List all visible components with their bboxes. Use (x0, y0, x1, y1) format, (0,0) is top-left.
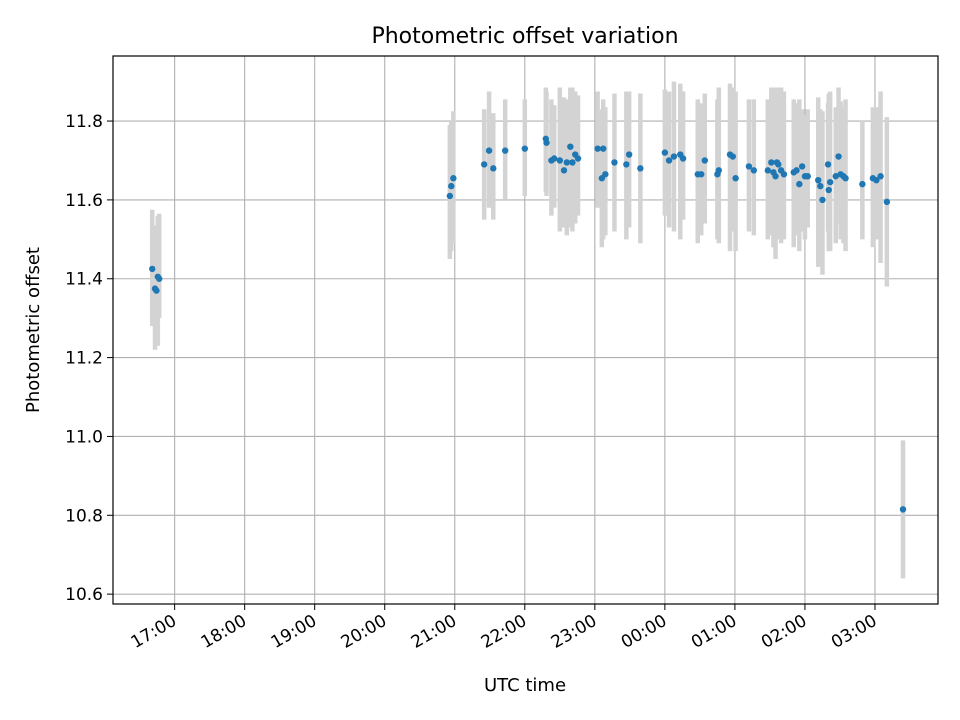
data-points (149, 135, 907, 513)
y-axis-label: Photometric offset (23, 247, 44, 413)
data-point (563, 159, 571, 166)
data-point (815, 176, 822, 184)
y-tick-label: 11.2 (65, 349, 103, 369)
data-point (798, 163, 806, 170)
data-point (764, 167, 772, 174)
data-point (775, 161, 782, 168)
y-tick-label: 10.6 (65, 585, 103, 605)
data-point (480, 161, 488, 168)
plot-frame (112, 55, 939, 605)
data-point (750, 167, 758, 174)
data-point (701, 157, 708, 164)
data-point (446, 192, 454, 200)
data-point (877, 173, 884, 180)
data-point (600, 145, 607, 152)
data-point (729, 153, 737, 160)
chart-title: Photometric offset variation (371, 24, 678, 49)
data-point (819, 196, 826, 204)
data-point (804, 173, 811, 180)
data-point (543, 139, 550, 146)
data-point (153, 287, 160, 294)
data-point (156, 275, 163, 282)
data-point (859, 180, 866, 188)
data-point (149, 265, 156, 273)
data-point (715, 167, 722, 174)
data-point (602, 171, 609, 178)
data-point (501, 147, 509, 154)
data-point (625, 151, 633, 158)
data-point (780, 171, 788, 178)
data-point (567, 143, 574, 150)
data-point (450, 175, 457, 182)
data-point (560, 167, 568, 174)
data-point (899, 506, 907, 513)
data-point (623, 161, 630, 168)
data-point (842, 175, 849, 182)
data-point (745, 163, 753, 170)
data-point (670, 153, 678, 160)
y-tick-label: 11.0 (65, 427, 103, 447)
data-point (679, 155, 687, 162)
data-point (825, 186, 832, 194)
data-point (594, 145, 601, 152)
data-point (569, 159, 576, 166)
data-point (661, 149, 669, 156)
data-point (485, 147, 493, 154)
data-point (611, 159, 618, 166)
data-point (551, 155, 558, 162)
data-point (772, 173, 779, 180)
data-point (832, 173, 839, 180)
data-point (873, 176, 880, 184)
data-point (826, 178, 834, 186)
data-point (817, 182, 824, 190)
data-point (448, 182, 455, 190)
data-point (637, 165, 644, 172)
x-axis-label: UTC time (484, 675, 566, 696)
data-point (796, 180, 803, 188)
y-axis: 10.6 10.8 11.0 11.2 11.4 11.6 11.8 (65, 112, 113, 605)
data-point (490, 165, 497, 172)
data-point (824, 161, 832, 168)
data-point (556, 157, 564, 164)
y-tick-label: 10.8 (65, 506, 103, 526)
data-point (665, 157, 673, 164)
data-point (732, 175, 739, 182)
y-tick-label: 11.4 (65, 270, 103, 290)
y-tick-label: 11.6 (65, 191, 103, 211)
data-point (835, 153, 842, 160)
data-point (521, 145, 528, 152)
y-tick-label: 11.8 (65, 112, 103, 132)
data-point (793, 167, 800, 174)
data-point (574, 155, 582, 162)
data-point (883, 198, 891, 206)
data-point (768, 159, 775, 166)
data-point (698, 171, 705, 178)
